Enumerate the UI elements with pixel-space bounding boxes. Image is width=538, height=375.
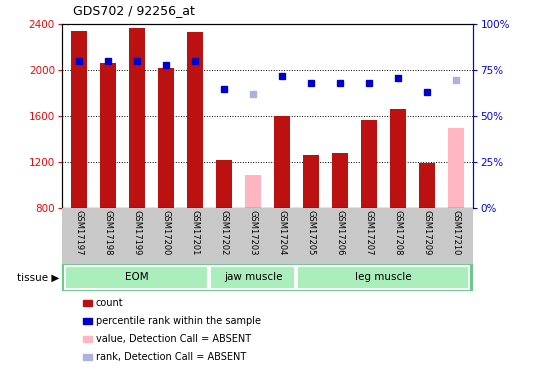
Bar [100, 63, 116, 208]
FancyBboxPatch shape [65, 266, 208, 290]
Text: GSM17208: GSM17208 [394, 210, 402, 255]
Bar [419, 164, 435, 208]
Bar [72, 31, 87, 208]
Bar [274, 116, 290, 208]
Text: GSM17203: GSM17203 [249, 210, 258, 255]
Text: GSM17200: GSM17200 [162, 210, 171, 255]
Text: GDS702 / 92256_at: GDS702 / 92256_at [73, 4, 195, 17]
Bar [332, 153, 348, 208]
Text: value, Detection Call = ABSENT: value, Detection Call = ABSENT [96, 334, 251, 344]
Text: GSM17206: GSM17206 [336, 210, 345, 255]
Bar [361, 120, 377, 208]
Text: GSM17202: GSM17202 [220, 210, 229, 255]
Text: count: count [96, 298, 123, 308]
Text: leg muscle: leg muscle [355, 272, 412, 282]
Bar [187, 32, 203, 208]
Text: GSM17199: GSM17199 [133, 210, 141, 255]
Bar [245, 175, 261, 208]
Bar [303, 155, 319, 208]
Text: GSM17197: GSM17197 [75, 210, 84, 255]
Bar [448, 128, 464, 208]
Text: GSM17198: GSM17198 [104, 210, 113, 255]
Text: GSM17201: GSM17201 [190, 210, 200, 255]
Text: GSM17204: GSM17204 [278, 210, 287, 255]
FancyBboxPatch shape [296, 266, 469, 290]
Text: GSM17207: GSM17207 [365, 210, 373, 255]
Text: percentile rank within the sample: percentile rank within the sample [96, 316, 261, 326]
Text: EOM: EOM [125, 272, 149, 282]
Text: tissue ▶: tissue ▶ [17, 273, 59, 282]
Bar [158, 68, 174, 208]
Text: jaw muscle: jaw muscle [224, 272, 282, 282]
Text: GSM17210: GSM17210 [451, 210, 461, 255]
Text: GSM17205: GSM17205 [307, 210, 316, 255]
Bar [129, 28, 145, 208]
FancyBboxPatch shape [210, 266, 295, 290]
Text: GSM17209: GSM17209 [422, 210, 431, 255]
Bar [216, 160, 232, 208]
Text: rank, Detection Call = ABSENT: rank, Detection Call = ABSENT [96, 352, 246, 362]
Bar [390, 110, 406, 208]
